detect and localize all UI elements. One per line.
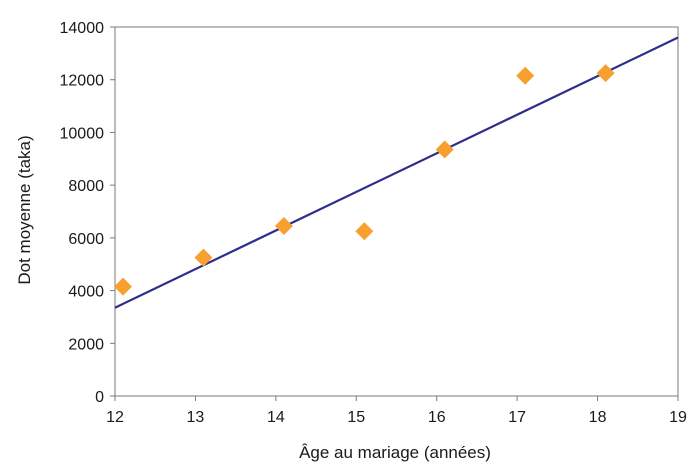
data-point-diamond bbox=[596, 64, 615, 83]
data-point-diamond bbox=[516, 66, 535, 85]
x-tick-label: 14 bbox=[267, 409, 285, 426]
data-point-diamond bbox=[355, 222, 374, 241]
data-point-diamond bbox=[114, 277, 133, 296]
x-tick-label: 16 bbox=[428, 409, 446, 426]
x-tick-label: 19 bbox=[669, 409, 687, 426]
x-tick-label: 18 bbox=[589, 409, 607, 426]
series-layer bbox=[114, 36, 679, 309]
y-tick-label: 2000 bbox=[68, 336, 104, 353]
y-tick-label: 4000 bbox=[68, 284, 104, 301]
plot-area: 12 13 14 15 16 17 18 19 0 2000 4000 6000 8000 10000 1… bbox=[60, 20, 688, 426]
x-tick-label: 12 bbox=[106, 409, 124, 426]
data-point-diamond bbox=[194, 248, 213, 267]
y-tick-label: 0 bbox=[95, 389, 104, 406]
y-tick-label: 8000 bbox=[68, 178, 104, 195]
y-axis-title: Dot moyenne (taka) bbox=[15, 135, 34, 284]
y-tick-label: 6000 bbox=[68, 231, 104, 248]
plot-frame bbox=[114, 26, 679, 397]
x-axis-ticks: 12 13 14 15 16 17 18 19 bbox=[106, 396, 687, 426]
y-axis-ticks: 0 2000 4000 6000 8000 10000 12000 14000 bbox=[60, 20, 115, 406]
x-axis-title: Âge au mariage (années) bbox=[299, 443, 491, 462]
x-tick-label: 17 bbox=[508, 409, 526, 426]
data-point-diamond bbox=[435, 140, 454, 159]
y-tick-label: 14000 bbox=[60, 20, 105, 37]
y-tick-label: 10000 bbox=[60, 125, 105, 142]
axes bbox=[114, 26, 679, 397]
x-tick-label: 13 bbox=[187, 409, 205, 426]
data-point-diamond bbox=[274, 216, 293, 235]
trend-line bbox=[114, 36, 679, 309]
x-tick-label: 15 bbox=[347, 409, 365, 426]
y-tick-label: 12000 bbox=[60, 73, 105, 90]
